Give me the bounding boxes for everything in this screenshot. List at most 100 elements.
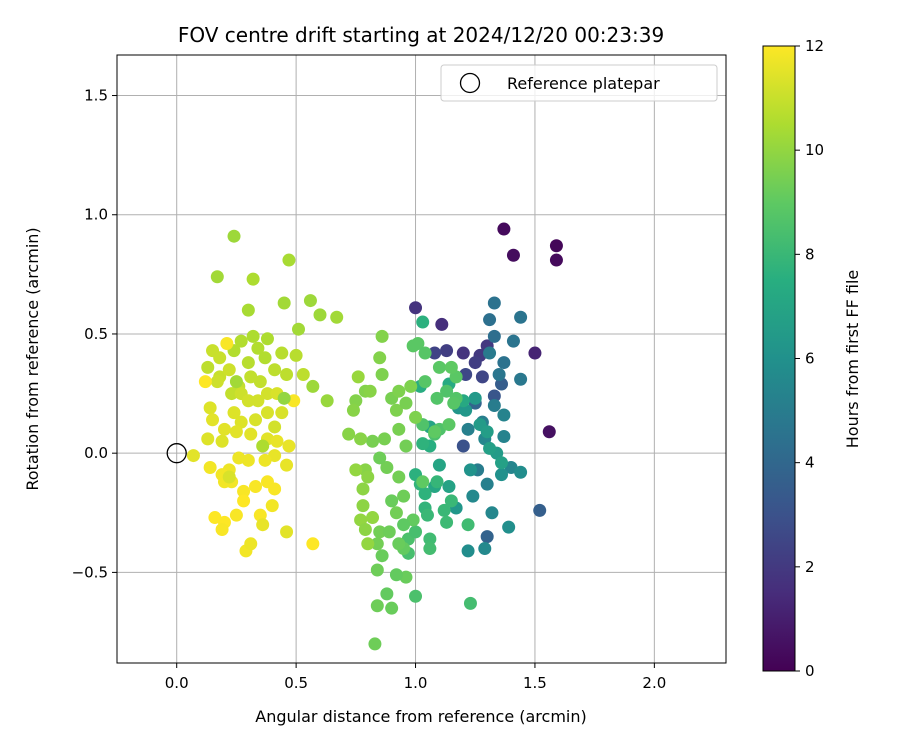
data-point [229, 375, 243, 389]
data-point [265, 499, 279, 513]
data-point [514, 372, 528, 386]
x-axis-label: Angular distance from reference (arcmin) [255, 707, 586, 726]
data-point [373, 451, 387, 465]
data-point [375, 329, 389, 343]
data-point [244, 427, 258, 441]
data-point [385, 601, 399, 615]
legend: Reference platepar [440, 64, 718, 102]
data-point [251, 341, 265, 355]
data-point [260, 387, 274, 401]
data-point [440, 344, 454, 358]
data-point [268, 420, 282, 434]
data-point [361, 470, 375, 484]
data-point [351, 370, 365, 384]
data-point [366, 434, 380, 448]
data-point [483, 346, 497, 360]
data-point [201, 360, 215, 374]
data-point [244, 537, 258, 551]
data-point [456, 439, 470, 453]
data-point [186, 449, 200, 463]
data-point [375, 549, 389, 563]
data-point [389, 568, 403, 582]
plot-frame [116, 54, 727, 664]
data-point [397, 518, 411, 532]
data-point [506, 334, 520, 348]
data-point [217, 422, 231, 436]
data-point [342, 427, 356, 441]
colorbar-tick-label: 2 [805, 558, 815, 576]
data-point [442, 418, 456, 432]
data-point [349, 463, 363, 477]
colorbar-tick-label: 10 [805, 141, 824, 159]
data-point [475, 370, 489, 384]
data-point [320, 394, 334, 408]
data-point [542, 425, 556, 439]
data-point [237, 484, 251, 498]
data-point [249, 480, 263, 494]
data-point [497, 222, 511, 236]
data-point [306, 379, 320, 393]
data-point [241, 356, 255, 370]
data-point [356, 482, 370, 496]
data-point [206, 413, 220, 427]
data-point [222, 363, 236, 377]
data-point [280, 458, 294, 472]
data-point [277, 296, 291, 310]
data-point [296, 367, 310, 381]
data-point [440, 515, 454, 529]
data-point [222, 470, 236, 484]
data-point [397, 489, 411, 503]
data-point [385, 494, 399, 508]
colorbar: 0 2 4 6 8 10 12 Hours from first FF file [762, 37, 862, 680]
data-point [497, 429, 511, 443]
data-point [201, 432, 215, 446]
data-point [461, 518, 475, 532]
data-point [275, 406, 289, 420]
data-point [241, 394, 255, 408]
data-point [483, 313, 497, 327]
data-point [432, 360, 446, 374]
data-point [392, 537, 406, 551]
data-point [277, 391, 291, 405]
data-point [232, 451, 246, 465]
data-point [480, 477, 494, 491]
data-point [487, 389, 501, 403]
data-point [373, 525, 387, 539]
legend-box [440, 64, 718, 102]
y-tick-label: 0.5 [84, 325, 108, 343]
data-point [487, 296, 501, 310]
colorbar-tick-label: 0 [805, 662, 815, 680]
data-point [208, 511, 222, 525]
y-tick-label: 1.0 [84, 206, 108, 224]
data-point [370, 599, 384, 613]
data-point [370, 537, 384, 551]
data-point [487, 329, 501, 343]
data-point [268, 363, 282, 377]
data-point [375, 367, 389, 381]
data-point [198, 375, 212, 389]
data-point [533, 503, 547, 517]
data-point [282, 253, 296, 267]
data-point [406, 339, 420, 353]
data-point [409, 301, 423, 315]
data-point [282, 439, 296, 453]
data-point [280, 367, 294, 381]
y-axis-label: Rotation from reference (arcmin) [23, 227, 42, 490]
data-point [246, 329, 260, 343]
data-point [227, 229, 241, 243]
data-point [275, 346, 289, 360]
x-tick-label: 2.0 [642, 674, 666, 692]
data-point [430, 475, 444, 489]
data-point [514, 310, 528, 324]
data-point [549, 239, 563, 253]
data-point [468, 391, 482, 405]
data-point [485, 506, 499, 520]
data-point [444, 360, 458, 374]
data-point [399, 396, 413, 410]
data-point [480, 425, 494, 439]
data-point [229, 425, 243, 439]
data-point [210, 270, 224, 284]
colorbar-tick-label: 8 [805, 245, 815, 263]
x-tick-label: 0.5 [284, 674, 308, 692]
